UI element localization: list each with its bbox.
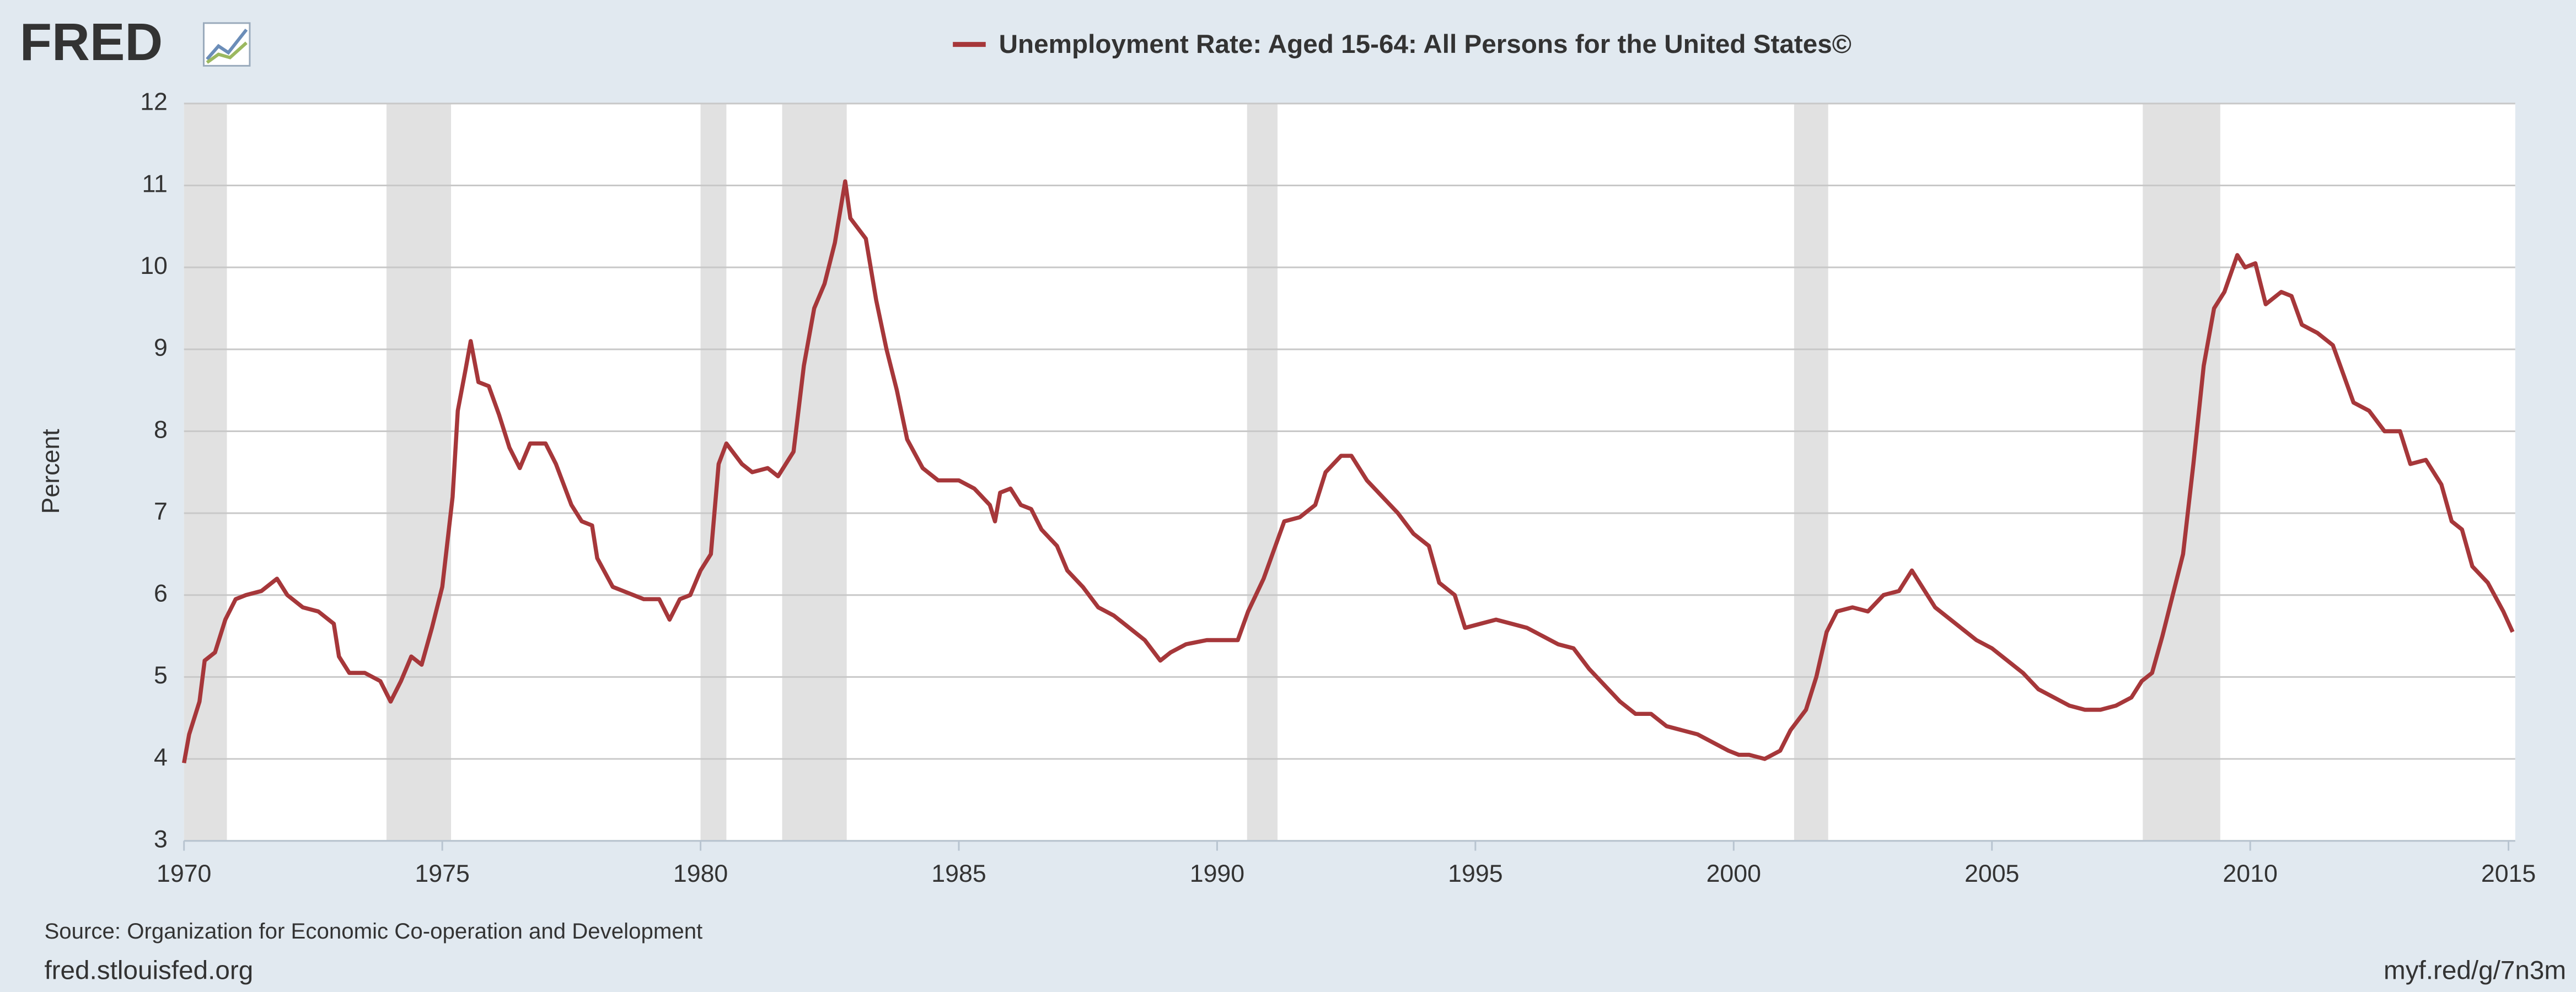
plot-area (184, 103, 2515, 841)
y-tick-label: 6 (154, 580, 168, 607)
short-url: myf.red/g/7n3m (2384, 956, 2566, 985)
logo-icon (202, 22, 251, 67)
x-tick-label: 2015 (2481, 860, 2536, 887)
y-tick-label: 11 (142, 170, 168, 197)
logo: FRED (20, 13, 163, 72)
x-tick-label: 1995 (1448, 860, 1502, 887)
recession-band (386, 103, 452, 841)
legend-label: Unemployment Rate: Aged 15-64: All Perso… (999, 30, 1852, 59)
recession-band (1794, 103, 1828, 841)
recession-band (782, 103, 847, 841)
recession-band (184, 103, 227, 841)
x-tick-label: 1980 (673, 860, 728, 887)
x-tick-label: 2010 (2223, 860, 2277, 887)
recession-band (700, 103, 727, 841)
y-tick-label: 4 (154, 744, 168, 771)
recession-band (1247, 103, 1278, 841)
y-tick-label: 10 (140, 252, 168, 279)
y-axis-label: Percent (37, 429, 65, 514)
series-line (182, 179, 2515, 764)
x-tick-label: 1970 (157, 860, 211, 887)
y-tick-label: 5 (154, 662, 168, 689)
x-tick-label: 1985 (931, 860, 986, 887)
x-tick-label: 1990 (1190, 860, 1244, 887)
x-tick-label: 1975 (415, 860, 469, 887)
site: fred.stlouisfed.org (44, 956, 253, 985)
x-tick-label: 2005 (1965, 860, 2019, 887)
source: Source: Organization for Economic Co-ope… (44, 919, 702, 944)
y-tick-label: 7 (154, 498, 168, 525)
y-tick-label: 8 (154, 416, 168, 443)
y-tick-label: 12 (140, 89, 168, 116)
y-tick-label: 3 (154, 826, 168, 853)
y-tick-label: 9 (154, 335, 168, 362)
x-tick-label: 2000 (1706, 860, 1761, 887)
recession-band (2143, 103, 2220, 841)
